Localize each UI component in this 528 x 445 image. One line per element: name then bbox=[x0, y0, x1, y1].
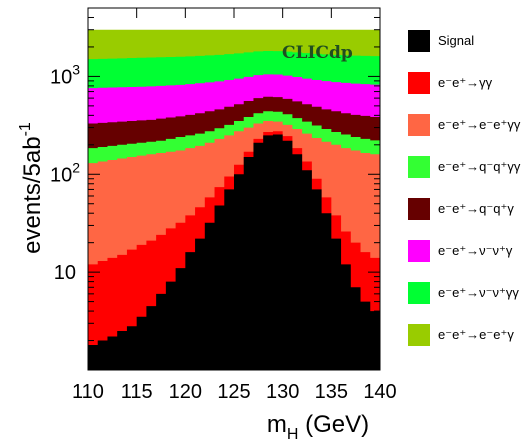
legend-label: Signal bbox=[438, 33, 475, 48]
legend-label: e⁻e⁺→q⁻q⁺γγ bbox=[438, 159, 521, 174]
legend-label: e⁻e⁺→ν⁻ν⁺γγ bbox=[438, 285, 519, 300]
legend-swatch bbox=[408, 198, 430, 220]
x-tick-label: 120 bbox=[169, 381, 202, 403]
legend-label: e⁻e⁺→e⁻e⁺γ bbox=[438, 327, 514, 342]
legend-label: e⁻e⁺→e⁻e⁺γγ bbox=[438, 117, 521, 132]
legend-swatch bbox=[408, 72, 430, 94]
legend-item: e⁻e⁺→q⁻q⁺γ bbox=[408, 198, 526, 222]
legend-item: Signal bbox=[408, 30, 526, 54]
legend-item: e⁻e⁺→ν⁻ν⁺γγ bbox=[408, 282, 526, 306]
x-tick-label: 130 bbox=[266, 381, 299, 403]
legend-label: e⁻e⁺→ν⁻ν⁺γ bbox=[438, 243, 513, 258]
x-tick-label: 110 bbox=[72, 381, 104, 403]
y-tick-label: 10 bbox=[54, 262, 76, 284]
legend-swatch bbox=[408, 282, 430, 304]
legend-item: e⁻e⁺→γγ bbox=[408, 72, 526, 96]
legend-swatch bbox=[408, 324, 430, 346]
legend-item: e⁻e⁺→e⁻e⁺γ bbox=[408, 324, 526, 348]
legend-label: e⁻e⁺→γγ bbox=[438, 75, 493, 90]
y-tick-label: 102 bbox=[50, 159, 80, 186]
y-tick-label: 103 bbox=[50, 61, 80, 88]
clicdp-annotation: CLICdp bbox=[282, 43, 353, 63]
axis-ticks: 110 115 120 125 130 135 140 10 102 103 bbox=[50, 7, 397, 403]
x-tick-label: 140 bbox=[363, 381, 396, 403]
legend-swatch bbox=[408, 30, 430, 52]
legend-item: e⁻e⁺→e⁻e⁺γγ bbox=[408, 114, 526, 138]
x-axis-label: mH (GeV) bbox=[267, 411, 369, 443]
legend-item: e⁻e⁺→q⁻q⁺γγ bbox=[408, 156, 526, 180]
legend-swatch bbox=[408, 240, 430, 262]
x-tick-label: 115 bbox=[121, 381, 153, 403]
legend-item: e⁻e⁺→ν⁻ν⁺γ bbox=[408, 240, 526, 264]
series-area-Signal bbox=[88, 134, 380, 370]
stacked-histogram bbox=[88, 29, 380, 371]
x-tick-label: 125 bbox=[217, 381, 250, 403]
legend-swatch bbox=[408, 156, 430, 178]
x-tick-label: 135 bbox=[315, 381, 348, 403]
y-axis-label: events/5ab-1 bbox=[17, 122, 46, 254]
legend-swatch bbox=[408, 114, 430, 136]
legend-label: e⁻e⁺→q⁻q⁺γ bbox=[438, 201, 514, 216]
